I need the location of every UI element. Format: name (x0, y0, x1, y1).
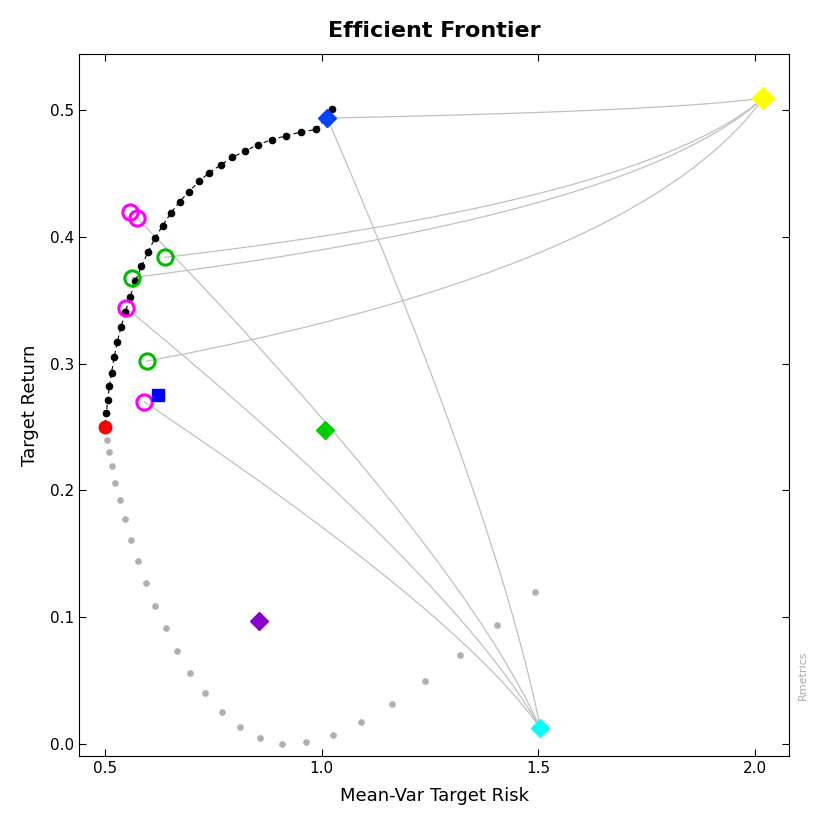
X-axis label: Mean-Var Target Risk: Mean-Var Target Risk (339, 787, 528, 805)
Title: Efficient Frontier: Efficient Frontier (327, 21, 540, 40)
Text: Rmetrics: Rmetrics (797, 651, 807, 700)
Y-axis label: Target Return: Target Return (21, 344, 39, 466)
